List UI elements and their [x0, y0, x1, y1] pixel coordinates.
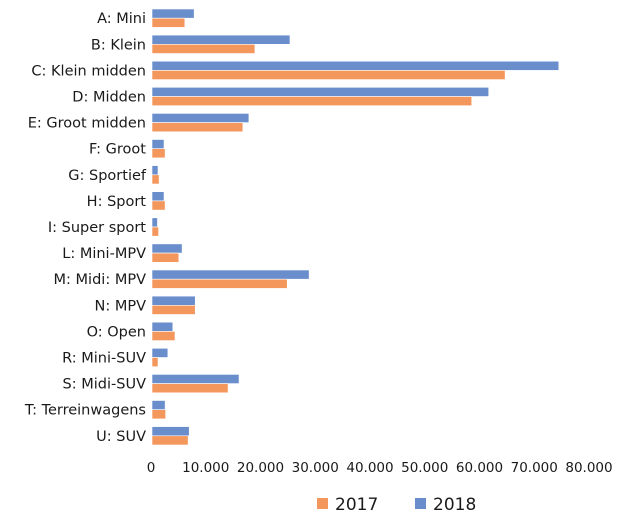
category-label: A: Mini — [97, 11, 146, 27]
x-tick-label: 40.000 — [346, 460, 393, 476]
bar-2017-15 — [151, 409, 166, 420]
category-label: N: MPV — [94, 298, 146, 314]
bar-2018-6 — [151, 165, 159, 176]
category-label: L: Mini-MPV — [62, 246, 146, 262]
bar-2017-0 — [151, 17, 186, 28]
bar-2017-6 — [151, 174, 160, 185]
bar-2017-10 — [151, 278, 288, 289]
category-label: O: Open — [87, 324, 146, 340]
x-tick-label: 10.000 — [182, 460, 229, 476]
bar-2017-11 — [151, 304, 196, 315]
legend-swatch-2017 — [317, 498, 328, 509]
bar-2017-16 — [151, 435, 189, 446]
bar-2017-9 — [151, 252, 180, 263]
category-label: S: Midi-SUV — [63, 377, 147, 393]
bar-2018-0 — [151, 8, 195, 19]
x-tick-label: 50.000 — [401, 460, 448, 476]
bar-2018-13 — [151, 347, 169, 358]
bar-2017-7 — [151, 200, 166, 211]
bar-2018-8 — [151, 217, 158, 228]
bar-2018-2 — [151, 60, 560, 71]
category-label: G: Sportief — [68, 168, 147, 184]
bar-2017-5 — [151, 148, 166, 159]
category-label: M: Midi: MPV — [54, 272, 147, 288]
bar-2017-8 — [151, 226, 159, 237]
x-axis-tick-labels: 0 10.000 20.000 30.000 40.000 50.000 60.000 70.… — [147, 460, 613, 476]
category-label: B: Klein — [91, 37, 146, 53]
x-tick-label: 20.000 — [237, 460, 284, 476]
category-label: F: Groot — [89, 142, 146, 158]
bar-2018-5 — [151, 139, 165, 149]
bar-2018-7 — [151, 191, 165, 202]
bar-2018-3 — [151, 87, 490, 97]
bar-2018-16 — [151, 426, 190, 437]
bar-2017-1 — [151, 43, 256, 54]
x-tick-label: 30.000 — [292, 460, 339, 476]
legend-swatch-2018 — [415, 498, 426, 509]
category-label: U: SUV — [96, 429, 146, 445]
legend-label-2017: 2017 — [335, 495, 378, 515]
x-tick-label: 70.000 — [511, 460, 558, 476]
bar-2017-13 — [151, 357, 159, 367]
bar-2017-12 — [151, 331, 176, 341]
category-labels: A: Mini B: Klein C: Klein midden D: Midden E… — [24, 11, 147, 445]
category-label: H: Sport — [87, 194, 147, 210]
category-label: R: Mini-SUV — [62, 351, 146, 367]
bar-2017-4 — [151, 122, 244, 133]
bar-2018-14 — [151, 374, 240, 384]
x-tick-label: 0 — [147, 460, 156, 476]
bar-2017-2 — [151, 70, 506, 80]
bar-2018-1 — [151, 34, 291, 45]
x-tick-label: 60.000 — [456, 460, 503, 476]
x-tick-label: 80.000 — [565, 460, 612, 476]
bar-2017-3 — [151, 96, 473, 106]
bar-2018-10 — [151, 269, 310, 280]
bars — [151, 8, 560, 446]
category-label: I: Super sport — [48, 220, 146, 236]
bar-2018-4 — [151, 113, 250, 123]
bar-2018-9 — [151, 243, 183, 254]
bar-2018-15 — [151, 400, 166, 410]
bar-2017-14 — [151, 383, 229, 394]
bar-2018-11 — [151, 295, 196, 306]
legend-label-2018: 2018 — [433, 495, 476, 515]
legend: 2017 2018 — [317, 495, 476, 515]
bar-2018-12 — [151, 321, 174, 332]
category-label: T: Terreinwagens — [24, 403, 146, 419]
category-label: C: Klein midden — [31, 63, 146, 79]
category-label: D: Midden — [72, 90, 146, 106]
category-label: E: Groot midden — [28, 116, 146, 132]
